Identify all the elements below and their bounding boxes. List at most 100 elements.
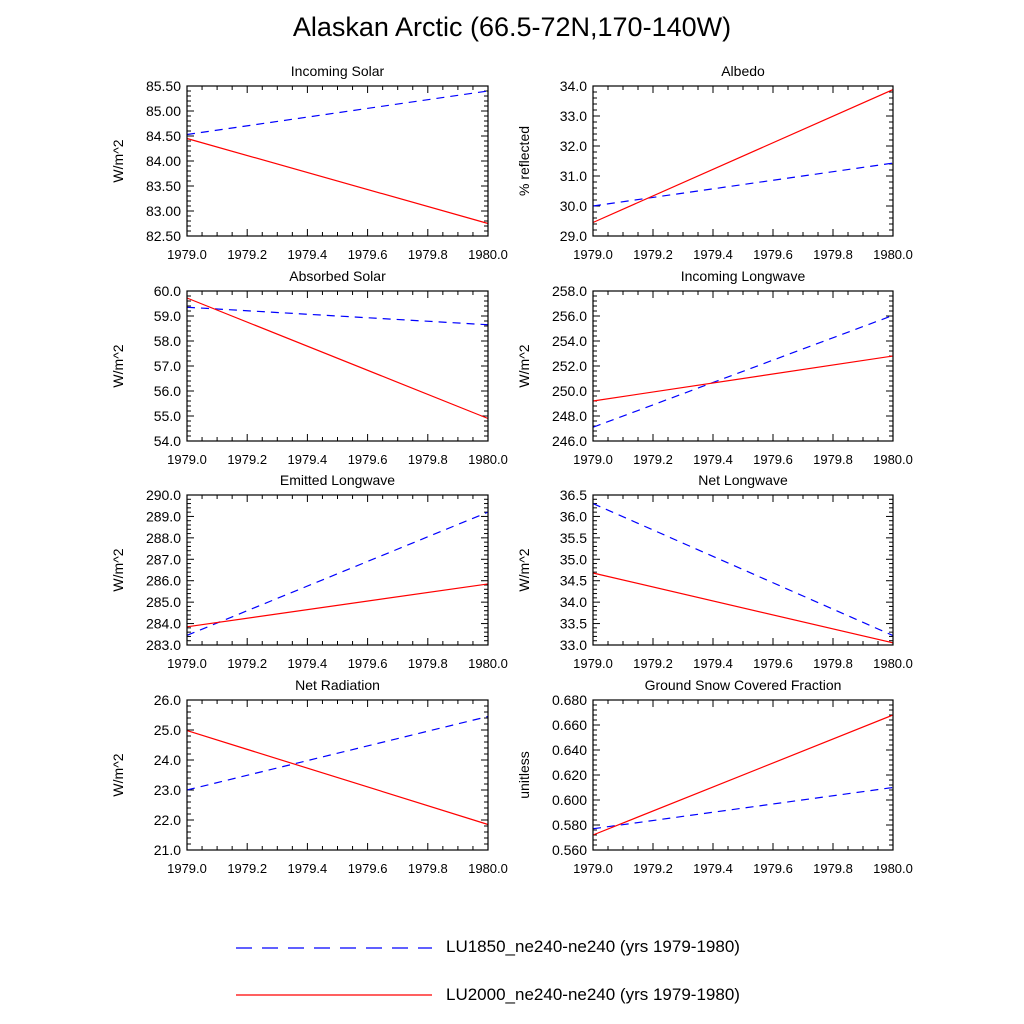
y-axis-label: W/m^2 bbox=[516, 344, 532, 387]
y-tick-label: 55.0 bbox=[154, 408, 181, 424]
y-tick-label: 250.0 bbox=[552, 383, 587, 399]
y-tick-label: 0.620 bbox=[552, 767, 587, 783]
y-tick-label: 289.0 bbox=[146, 508, 181, 524]
y-tick-label: 0.660 bbox=[552, 717, 587, 733]
x-tick-label: 1979.2 bbox=[227, 861, 267, 876]
panel-net-radiation: Net Radiation W/m^2 1979.0 1979.2 1979.4 1979… bbox=[110, 677, 508, 876]
y-axis-label: % reflected bbox=[516, 126, 532, 196]
y-tick-label: 22.0 bbox=[154, 812, 181, 828]
x-tick-label: 1980.0 bbox=[873, 656, 913, 671]
y-tick-label: 31.0 bbox=[560, 168, 587, 184]
x-tick-label: 1979.2 bbox=[633, 861, 673, 876]
x-tick-label: 1979.6 bbox=[753, 452, 793, 467]
y-tick-label: 0.560 bbox=[552, 842, 587, 858]
y-tick-label: 26.0 bbox=[154, 692, 181, 708]
panel-title: Net Radiation bbox=[295, 677, 380, 693]
x-tick-label: 1979.2 bbox=[633, 452, 673, 467]
series-line-lu1850 bbox=[186, 511, 489, 636]
y-tick-label: 256.0 bbox=[552, 308, 587, 324]
y-tick-label: 34.0 bbox=[560, 594, 587, 610]
x-tick-label: 1979.2 bbox=[227, 247, 267, 262]
y-tick-label: 83.00 bbox=[146, 203, 181, 219]
y-tick-label: 60.0 bbox=[154, 283, 181, 299]
y-tick-label: 59.0 bbox=[154, 308, 181, 324]
series-line-lu1850 bbox=[186, 715, 489, 791]
x-tick-label: 1979.4 bbox=[288, 861, 328, 876]
y-tick-label: 56.0 bbox=[154, 383, 181, 399]
x-tick-label: 1979.6 bbox=[753, 656, 793, 671]
y-tick-label: 34.5 bbox=[560, 573, 587, 589]
x-tick-label: 1979.4 bbox=[693, 247, 733, 262]
x-tick-label: 1979.2 bbox=[633, 656, 673, 671]
x-tick-label: 1979.6 bbox=[348, 247, 388, 262]
panel-title: Ground Snow Covered Fraction bbox=[645, 677, 842, 693]
panel-title: Incoming Solar bbox=[291, 63, 385, 79]
y-tick-label: 284.0 bbox=[146, 616, 181, 632]
x-tick-label: 1979.6 bbox=[348, 656, 388, 671]
x-tick-label: 1979.0 bbox=[167, 452, 207, 467]
x-tick-label: 1979.8 bbox=[813, 656, 853, 671]
series-line-lu1850 bbox=[592, 162, 894, 207]
x-tick-label: 1980.0 bbox=[468, 861, 508, 876]
x-tick-label: 1979.6 bbox=[348, 452, 388, 467]
y-tick-label: 252.0 bbox=[552, 358, 587, 374]
figure-title: Alaskan Arctic (66.5-72N,170-140W) bbox=[292, 12, 732, 42]
panel-net-longwave: Net Longwave W/m^2 1979.0 1979.2 1979.4 1979.… bbox=[516, 472, 913, 671]
x-tick-label: 1980.0 bbox=[468, 656, 508, 671]
y-tick-label: 85.50 bbox=[146, 78, 181, 94]
panel-title: Absorbed Solar bbox=[289, 268, 386, 284]
y-tick-label: 57.0 bbox=[154, 358, 181, 374]
y-tick-label: 21.0 bbox=[154, 842, 181, 858]
x-tick-label: 1980.0 bbox=[873, 247, 913, 262]
x-tick-label: 1979.0 bbox=[573, 861, 613, 876]
plot-frame bbox=[186, 699, 489, 851]
y-tick-label: 33.0 bbox=[560, 637, 587, 653]
y-tick-label: 254.0 bbox=[552, 333, 587, 349]
y-tick-label: 23.0 bbox=[154, 782, 181, 798]
y-axis-label: W/m^2 bbox=[516, 548, 532, 591]
x-tick-label: 1979.2 bbox=[227, 452, 267, 467]
series-line-lu1850 bbox=[592, 503, 894, 637]
x-tick-label: 1979.8 bbox=[813, 247, 853, 262]
legend-label-lu1850: LU1850_ne240-ne240 (yrs 1979-1980) bbox=[446, 937, 740, 956]
plot-frame bbox=[592, 290, 894, 442]
plot-frame bbox=[592, 699, 894, 851]
y-tick-label: 0.580 bbox=[552, 817, 587, 833]
panel-incoming-longwave: Incoming Longwave W/m^2 1979.0 1979.2 1979.4… bbox=[516, 268, 913, 467]
y-tick-label: 248.0 bbox=[552, 408, 587, 424]
series-line-lu2000 bbox=[186, 137, 489, 225]
panel-title: Incoming Longwave bbox=[681, 268, 806, 284]
y-tick-label: 33.0 bbox=[560, 108, 587, 124]
panel-incoming-solar: Incoming Solar W/m^2 1979.0 1979.2 1979.4 197… bbox=[110, 63, 508, 262]
x-tick-label: 1979.0 bbox=[573, 452, 613, 467]
plot-frame bbox=[592, 494, 894, 646]
panel-title: Albedo bbox=[721, 63, 765, 79]
y-tick-label: 285.0 bbox=[146, 594, 181, 610]
panel-emitted-longwave: Emitted Longwave W/m^2 1979.0 1979.2 1979.4 1… bbox=[110, 472, 508, 671]
x-tick-label: 1979.8 bbox=[408, 656, 448, 671]
x-tick-label: 1979.0 bbox=[167, 861, 207, 876]
series-line-lu2000 bbox=[186, 297, 489, 420]
y-tick-label: 25.0 bbox=[154, 722, 181, 738]
panel-absorbed-solar: Absorbed Solar W/m^2 1979.0 1979.2 1979.4 197… bbox=[110, 268, 508, 467]
y-tick-label: 33.5 bbox=[560, 616, 587, 632]
y-tick-label: 34.0 bbox=[560, 78, 587, 94]
y-tick-label: 29.0 bbox=[560, 228, 587, 244]
x-tick-label: 1979.0 bbox=[573, 656, 613, 671]
x-tick-label: 1979.4 bbox=[693, 861, 733, 876]
y-tick-label: 258.0 bbox=[552, 283, 587, 299]
y-tick-label: 246.0 bbox=[552, 433, 587, 449]
x-tick-label: 1979.4 bbox=[288, 452, 328, 467]
x-tick-label: 1979.2 bbox=[633, 247, 673, 262]
y-tick-label: 36.0 bbox=[560, 508, 587, 524]
x-tick-label: 1980.0 bbox=[873, 452, 913, 467]
y-tick-label: 84.50 bbox=[146, 128, 181, 144]
series-line-lu1850 bbox=[592, 314, 894, 428]
y-tick-label: 283.0 bbox=[146, 637, 181, 653]
x-tick-label: 1979.4 bbox=[693, 452, 733, 467]
y-axis-label: unitless bbox=[516, 751, 532, 798]
y-tick-label: 0.680 bbox=[552, 692, 587, 708]
panel-title: Net Longwave bbox=[698, 472, 788, 488]
x-tick-label: 1979.2 bbox=[227, 656, 267, 671]
y-tick-label: 32.0 bbox=[560, 138, 587, 154]
